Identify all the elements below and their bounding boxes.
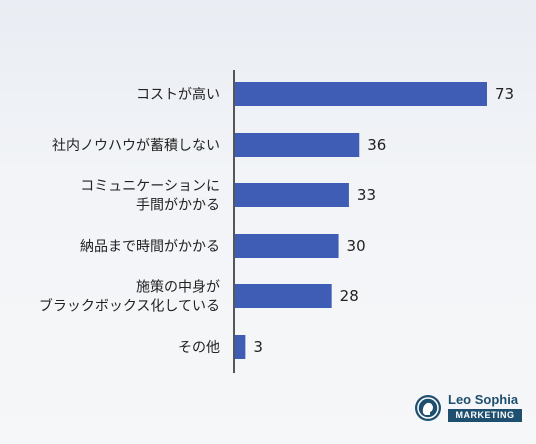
brand-name: Leo Sophia xyxy=(448,392,519,407)
bar xyxy=(235,335,246,359)
data-label: 73 xyxy=(495,85,514,103)
category-label: その他 xyxy=(178,340,220,356)
data-label: 33 xyxy=(357,186,376,204)
bar xyxy=(235,82,487,106)
category-label: コストが高い xyxy=(136,86,220,103)
lion-logo-icon xyxy=(415,395,441,421)
bar xyxy=(235,284,332,308)
data-label: 28 xyxy=(340,287,359,305)
brand-logo: Leo Sophia MARKETING xyxy=(414,392,524,426)
data-label: 30 xyxy=(347,237,366,255)
bar xyxy=(235,234,339,258)
data-label: 3 xyxy=(253,338,263,356)
category-label: 手間がかかる xyxy=(136,198,220,214)
category-label: コミュニケーションに xyxy=(80,179,220,195)
category-label: 施策の中身が xyxy=(136,279,220,296)
bar xyxy=(235,133,360,157)
category-label: 社内ノウハウが蓄積しない xyxy=(52,138,220,154)
category-label: 納品まで時間がかかる xyxy=(80,239,220,255)
category-label: ブラックボックス化している xyxy=(39,298,220,315)
brand-sub: MARKETING xyxy=(448,409,522,422)
data-label: 36 xyxy=(367,136,386,154)
bar xyxy=(235,183,349,207)
